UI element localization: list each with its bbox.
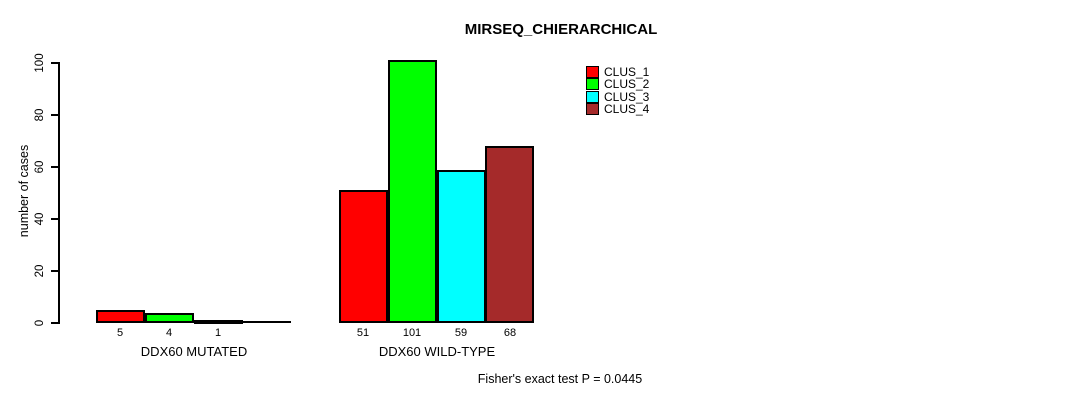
bar-value-label: 51 [356, 327, 370, 339]
y-tick-label: 20 [34, 264, 46, 278]
y-tick-mark [51, 218, 59, 220]
x-group-label: DDX60 WILD-TYPE [378, 344, 496, 359]
y-tick-mark [51, 114, 59, 116]
y-tick-mark [51, 62, 59, 64]
bar-clus_2 [145, 313, 194, 323]
legend-entry-clus_1: CLUS_1 [586, 64, 650, 79]
legend-entry-clus_2: CLUS_2 [586, 76, 650, 91]
bar-value-label: 101 [402, 327, 422, 339]
zero-bar-clus_4 [242, 321, 291, 323]
bar-clus_4 [485, 146, 534, 323]
y-tick-mark [51, 270, 59, 272]
y-tick-label: 80 [34, 108, 46, 122]
y-tick-label: 40 [34, 212, 46, 226]
legend-label: CLUS_1 [604, 64, 650, 79]
bar-value-label: 59 [454, 327, 468, 339]
bar-value-label: 1 [214, 327, 222, 339]
bar-clus_3 [437, 170, 486, 323]
legend-swatch-icon [586, 77, 599, 90]
bar-clus_1 [339, 190, 388, 323]
legend-label: CLUS_2 [604, 76, 650, 91]
legend-label: CLUS_4 [604, 101, 650, 116]
legend-swatch-icon [586, 90, 599, 103]
chart-title: MIRSEQ_CHIERARCHICAL [464, 21, 658, 38]
y-axis-line [58, 62, 60, 324]
y-tick-label: 60 [34, 160, 46, 174]
fisher-test-annotation: Fisher's exact test P = 0.0445 [477, 372, 643, 386]
y-axis-label: number of cases [17, 144, 31, 238]
legend-swatch-icon [586, 65, 599, 78]
legend-entry-clus_3: CLUS_3 [586, 89, 650, 104]
y-tick-mark [51, 322, 59, 324]
bar-clus_3 [194, 320, 243, 324]
bar-clus_1 [96, 310, 145, 323]
bar-value-label: 5 [116, 327, 124, 339]
y-tick-label: 100 [34, 53, 46, 73]
x-group-label: DDX60 MUTATED [140, 344, 248, 359]
y-tick-mark [51, 166, 59, 168]
legend-label: CLUS_3 [604, 89, 650, 104]
y-tick-label: 0 [34, 319, 46, 327]
legend-entry-clus_4: CLUS_4 [586, 101, 650, 116]
bar-clus_2 [388, 60, 437, 323]
legend-swatch-icon [586, 102, 599, 115]
bar-value-label: 4 [165, 327, 173, 339]
bar-value-label: 68 [503, 327, 517, 339]
